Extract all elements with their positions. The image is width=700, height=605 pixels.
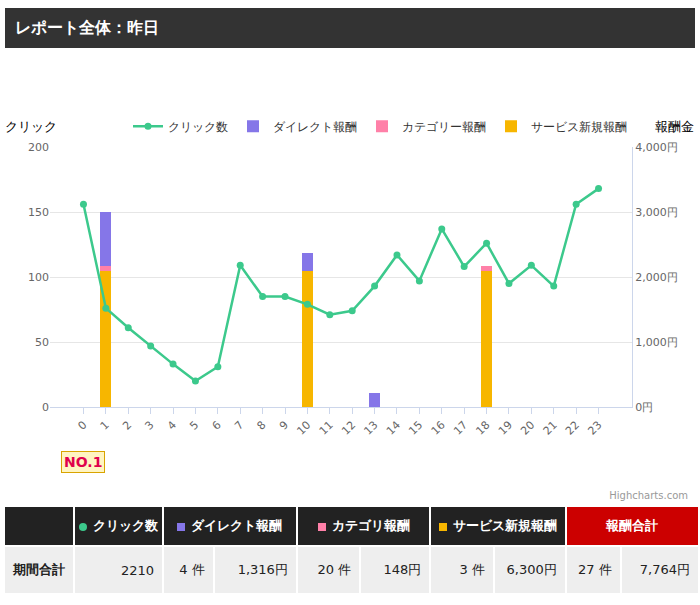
html-text:期間合計: 期間合計 [13,562,65,577]
html-text:1,316円: 1,316円 [237,562,288,577]
svg-text:19: 19 [496,419,515,438]
html-text:レポート全体：昨日: レポート全体：昨日 [15,18,159,37]
svg-text:20: 20 [518,419,537,438]
html-text:148円: 148円 [383,562,422,577]
svg-text:1: 1 [98,419,112,433]
svg-text:150: 150 [28,206,49,219]
svg-text:23: 23 [585,419,604,438]
html-text:2210: 2210 [120,562,154,578]
html-text:サービス新規報酬: サービス新規報酬 [453,518,557,533]
svg-text:カテゴリー報酬: カテゴリー報酬 [402,120,486,134]
svg-text:NO.1: NO.1 [64,454,102,470]
html-text:Highcharts.com: Highcharts.com [609,490,688,501]
html-text:4 件: 4 件 [179,562,205,577]
svg-text:ダイレクト報酬: ダイレクト報酬 [273,120,357,134]
html-text:27 件: 27 件 [577,562,612,577]
svg-text:サービス新規報酬: サービス新規報酬 [531,120,627,134]
svg-text:15: 15 [406,419,425,438]
svg-text:報酬金: 報酬金 [655,119,694,134]
html-text:7,764円: 7,764円 [639,562,690,577]
svg-text:4,000円: 4,000円 [635,141,678,154]
svg-text:2,000円: 2,000円 [635,271,678,284]
svg-text:8: 8 [254,419,268,433]
html-text:6,300円: 6,300円 [506,562,557,577]
svg-text:6: 6 [210,419,224,433]
svg-text:14: 14 [384,419,403,438]
svg-text:16: 16 [429,419,448,438]
svg-text:0: 0 [42,401,49,414]
svg-text:3: 3 [143,419,157,433]
svg-text:5: 5 [187,419,201,433]
svg-text:21: 21 [541,419,560,438]
svg-text:クリック数: クリック数 [168,120,228,134]
svg-text:4: 4 [165,419,179,433]
svg-text:3,000円: 3,000円 [635,206,678,219]
html-text:クリック数: クリック数 [93,518,158,533]
html-text:カテゴリ報酬: カテゴリ報酬 [331,518,410,533]
svg-text:9: 9 [277,419,291,433]
svg-text:2: 2 [120,419,134,433]
html-text:20 件: 20 件 [317,562,352,577]
svg-text:0円: 0円 [635,401,653,414]
svg-text:13: 13 [362,419,381,438]
html-text:3 件: 3 件 [459,562,485,577]
svg-text:200: 200 [28,141,49,154]
svg-text:10: 10 [294,419,313,438]
html-text:報酬合計: 報酬合計 [606,518,659,533]
svg-text:0: 0 [75,419,89,433]
svg-text:11: 11 [317,419,336,438]
svg-text:12: 12 [339,419,358,438]
svg-text:クリック: クリック [5,119,57,134]
svg-text:22: 22 [563,419,582,438]
svg-text:100: 100 [28,271,49,284]
svg-text:50: 50 [35,336,49,349]
html-text:ダイレクト報酬: ダイレクト報酬 [191,518,283,533]
svg-text:17: 17 [451,419,470,438]
svg-text:18: 18 [473,419,492,438]
svg-text:1,000円: 1,000円 [635,336,678,349]
svg-text:7: 7 [232,419,246,433]
